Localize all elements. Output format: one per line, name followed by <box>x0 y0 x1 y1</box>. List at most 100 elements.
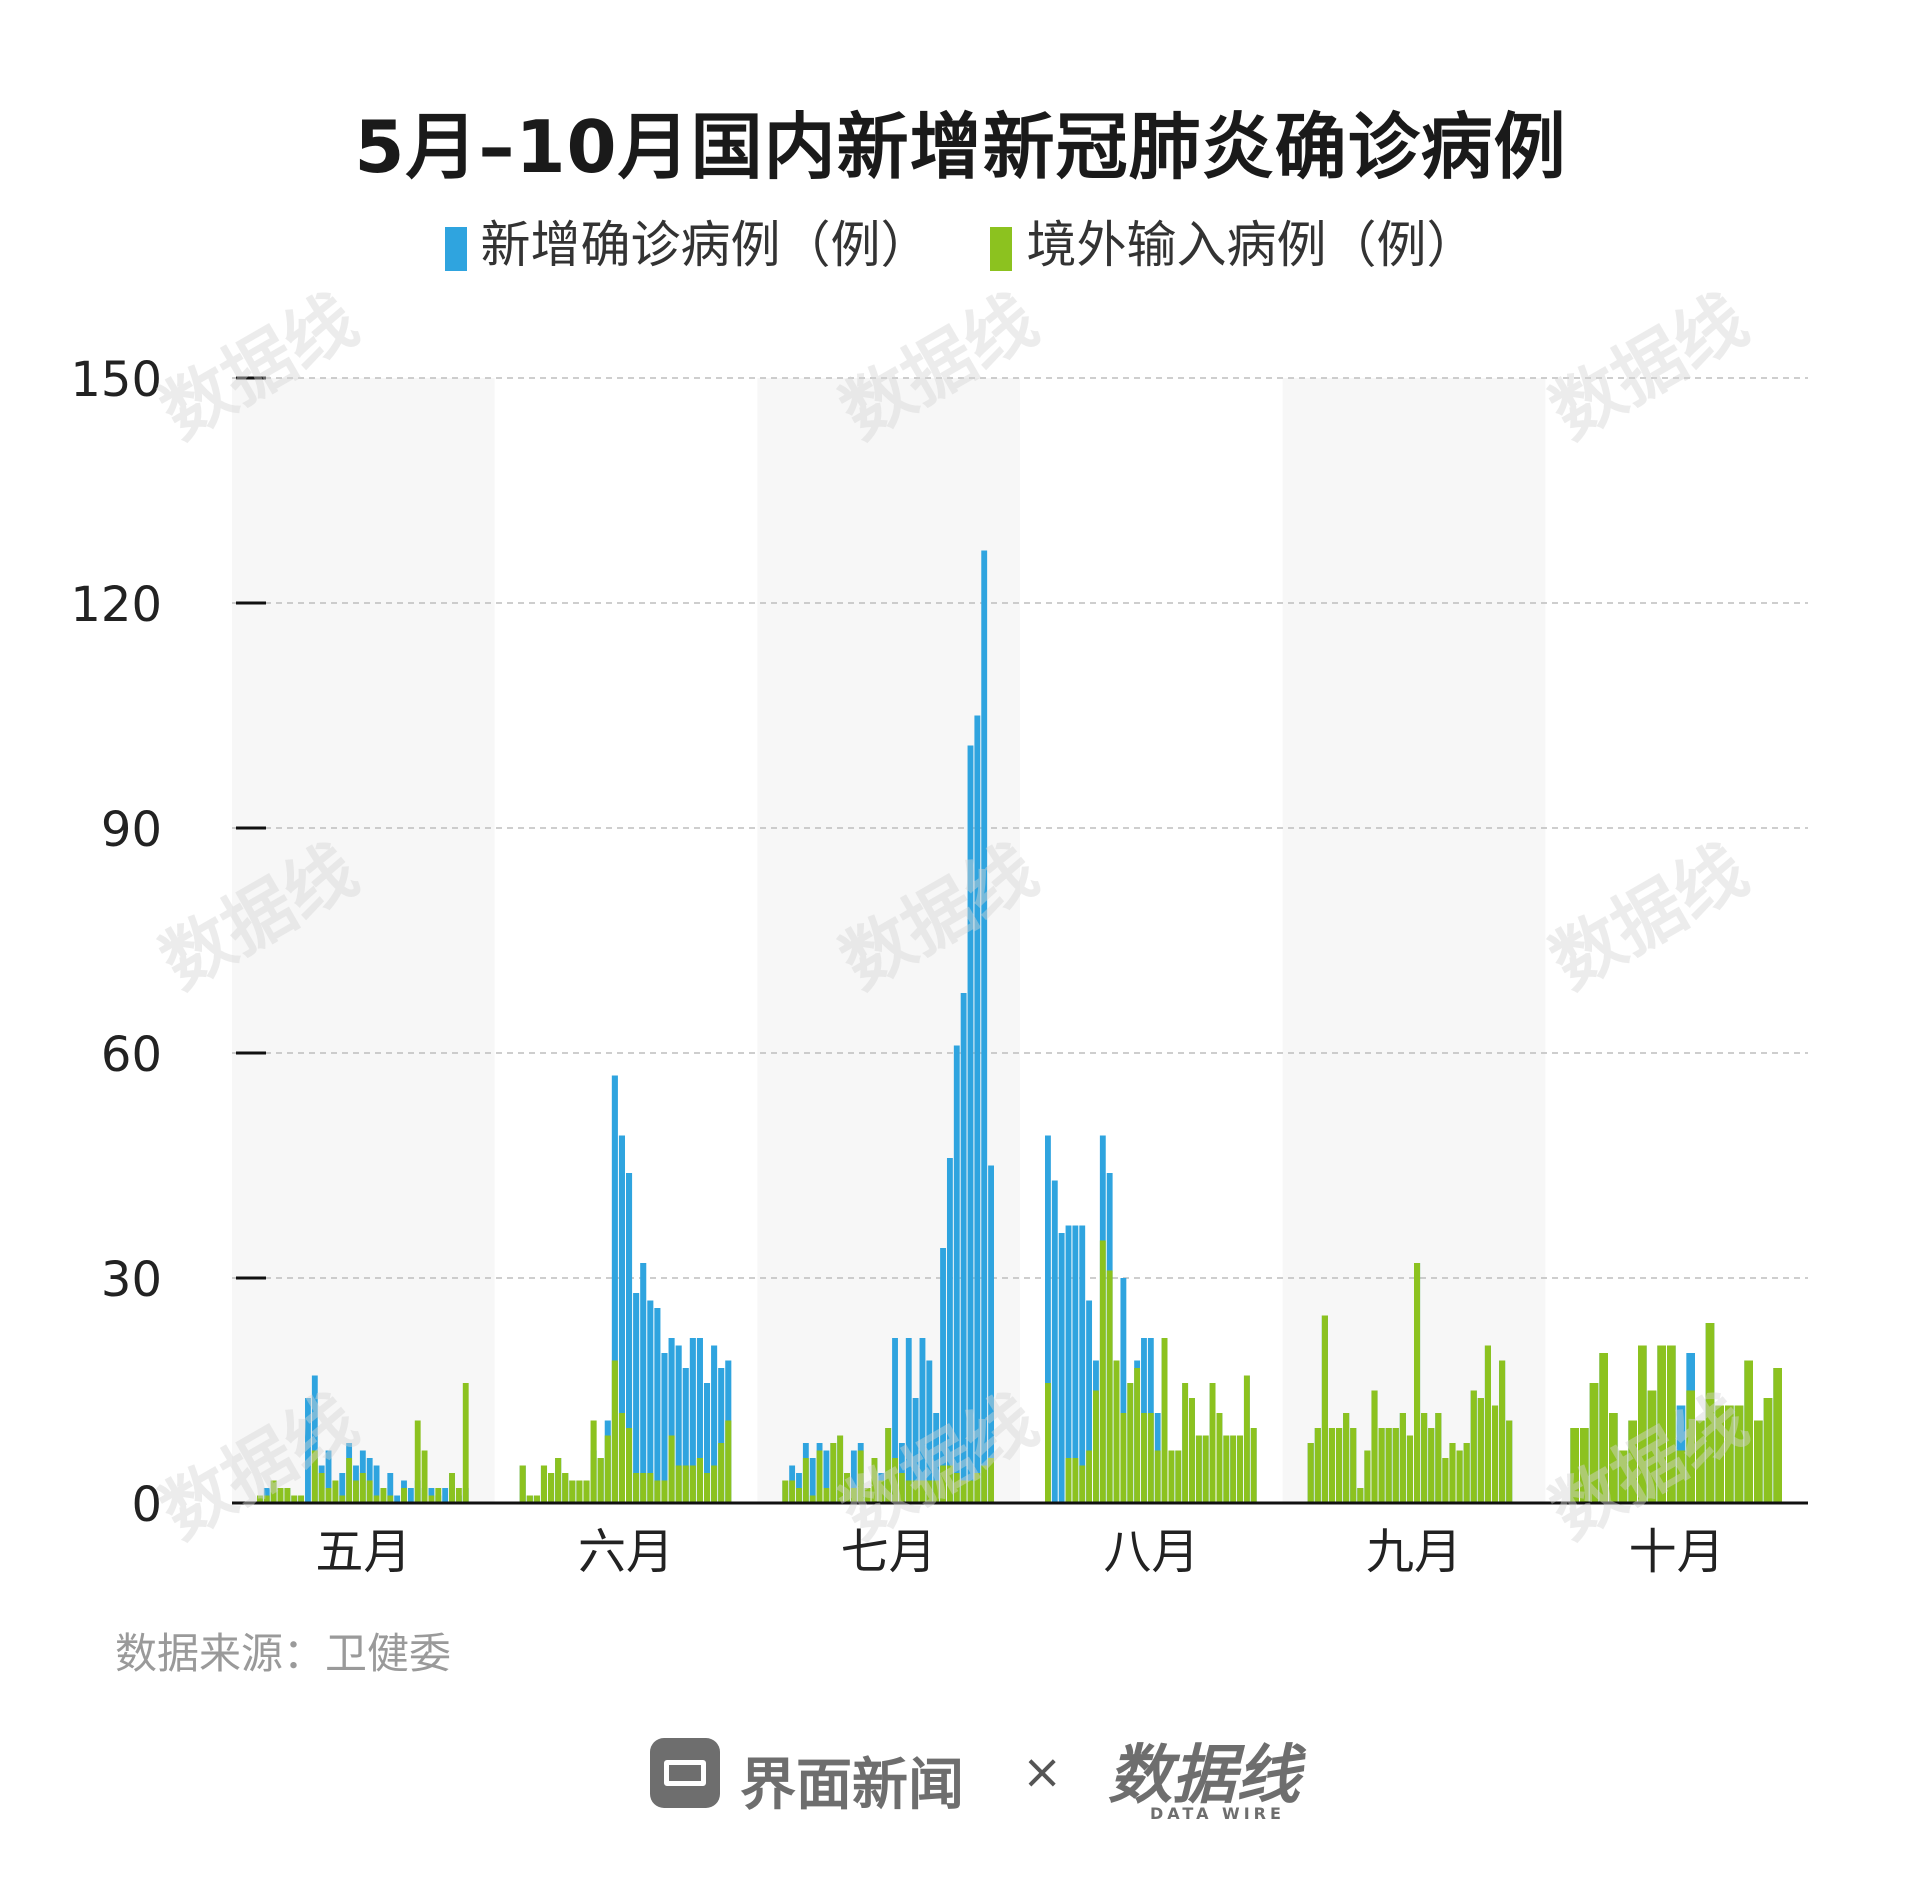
bar-imported <box>1120 1413 1127 1503</box>
bar-imported <box>1773 1368 1782 1503</box>
bar-imported <box>1237 1435 1243 1503</box>
bar-imported <box>366 1480 373 1503</box>
bar-imported <box>974 1473 981 1503</box>
bar-imported <box>1195 1435 1202 1503</box>
bar-imported <box>1154 1450 1161 1503</box>
bar-imported <box>823 1488 830 1503</box>
bar-imported <box>1113 1360 1120 1503</box>
x-tick-label: 五月 <box>315 1524 411 1580</box>
bar-confirmed <box>926 1360 933 1503</box>
bar-imported <box>940 1465 946 1503</box>
bar-imported <box>1734 1405 1744 1503</box>
bar-imported <box>640 1473 647 1503</box>
bar-imported <box>871 1458 878 1503</box>
bar-imported <box>960 1480 967 1503</box>
bar-confirmed <box>696 1338 703 1503</box>
bar-imported <box>1328 1428 1336 1503</box>
bar-imported <box>526 1495 533 1503</box>
bar-imported <box>421 1450 428 1503</box>
bar-imported <box>837 1435 844 1503</box>
bar-imported <box>981 1465 988 1503</box>
bar-imported <box>387 1495 394 1503</box>
bar-imported <box>718 1443 725 1503</box>
bar-imported <box>380 1488 387 1503</box>
bar-imported <box>1371 1390 1378 1503</box>
bar-imported <box>912 1480 919 1503</box>
bar-imported <box>933 1480 940 1503</box>
bar-imported <box>864 1488 871 1503</box>
bar-confirmed <box>988 1165 994 1503</box>
bar-imported <box>1385 1428 1392 1503</box>
bar-imported <box>1072 1458 1079 1503</box>
bar-confirmed <box>668 1338 675 1503</box>
bar-imported <box>291 1495 298 1503</box>
bar-imported <box>1045 1383 1051 1503</box>
bar-imported <box>919 1480 926 1503</box>
bar-imported <box>898 1473 905 1503</box>
bar-confirmed <box>809 1458 816 1503</box>
bar-imported <box>1378 1428 1385 1503</box>
bar-imported <box>1589 1383 1599 1503</box>
bar-imported <box>298 1495 305 1503</box>
bar-imported <box>1216 1413 1223 1503</box>
bar-confirmed <box>640 1263 647 1503</box>
bar-confirmed <box>1120 1278 1127 1503</box>
bar-confirmed <box>933 1413 940 1503</box>
bar-imported <box>696 1458 703 1503</box>
y-tick-label: 90 <box>101 802 162 858</box>
bar-imported <box>802 1458 809 1503</box>
bar-imported <box>597 1458 604 1503</box>
legend-label-imported: 境外输入病例（例） <box>1026 216 1477 274</box>
legend: 新增确诊病例（例） 境外输入病例（例） <box>0 205 1921 277</box>
bar-imported <box>1676 1450 1686 1503</box>
bar-imported <box>725 1420 732 1503</box>
footer-brand: 界面新闻 <box>740 1753 964 1818</box>
y-tick-label: 150 <box>70 352 162 408</box>
bar-imported <box>1161 1338 1168 1503</box>
bar-imported <box>1667 1345 1676 1503</box>
bar-imported <box>1406 1435 1413 1503</box>
footer-partner: 数据线 <box>1108 1739 1300 1813</box>
bar-imported <box>1357 1488 1364 1503</box>
bar-imported <box>401 1488 407 1503</box>
bar-confirmed <box>611 1075 618 1503</box>
bar-imported <box>892 1458 898 1503</box>
bar-confirmed <box>892 1338 898 1503</box>
footer-times: × <box>1022 1744 1063 1800</box>
bar-imported <box>449 1473 455 1503</box>
bar-imported <box>946 1465 953 1503</box>
x-tick-label: 六月 <box>578 1524 674 1580</box>
bar-imported <box>1442 1458 1449 1503</box>
bar-imported <box>1314 1428 1321 1503</box>
bar-imported <box>1570 1428 1579 1503</box>
bar-imported <box>1435 1413 1442 1503</box>
bar-confirmed <box>981 550 988 1503</box>
bar-imported <box>789 1480 796 1503</box>
month-band <box>232 378 495 1503</box>
bar-imported <box>562 1473 569 1503</box>
bar-imported <box>1421 1413 1428 1503</box>
bar-confirmed <box>305 1398 311 1503</box>
bar-confirmed <box>618 1135 625 1503</box>
bar-imported <box>1321 1315 1328 1503</box>
bar-confirmed <box>946 1158 953 1503</box>
bar-imported <box>270 1480 277 1503</box>
bar-imported <box>689 1465 696 1503</box>
bar-imported <box>346 1458 353 1503</box>
bar-confirmed <box>823 1450 830 1503</box>
bar-imported <box>1506 1420 1513 1503</box>
bar-imported <box>1141 1413 1147 1503</box>
bar-imported <box>1580 1428 1589 1503</box>
bar-confirmed <box>905 1338 912 1503</box>
bar-imported <box>318 1473 325 1503</box>
bar-imported <box>1456 1450 1463 1503</box>
bar-confirmed <box>850 1450 857 1503</box>
bar-imported <box>830 1443 837 1503</box>
bar-imported <box>1134 1368 1141 1503</box>
bar-confirmed <box>1051 1180 1058 1503</box>
bar-imported <box>277 1488 284 1503</box>
bar-confirmed <box>654 1308 661 1503</box>
bar-imported <box>796 1488 802 1503</box>
bar-imported <box>1477 1398 1484 1503</box>
